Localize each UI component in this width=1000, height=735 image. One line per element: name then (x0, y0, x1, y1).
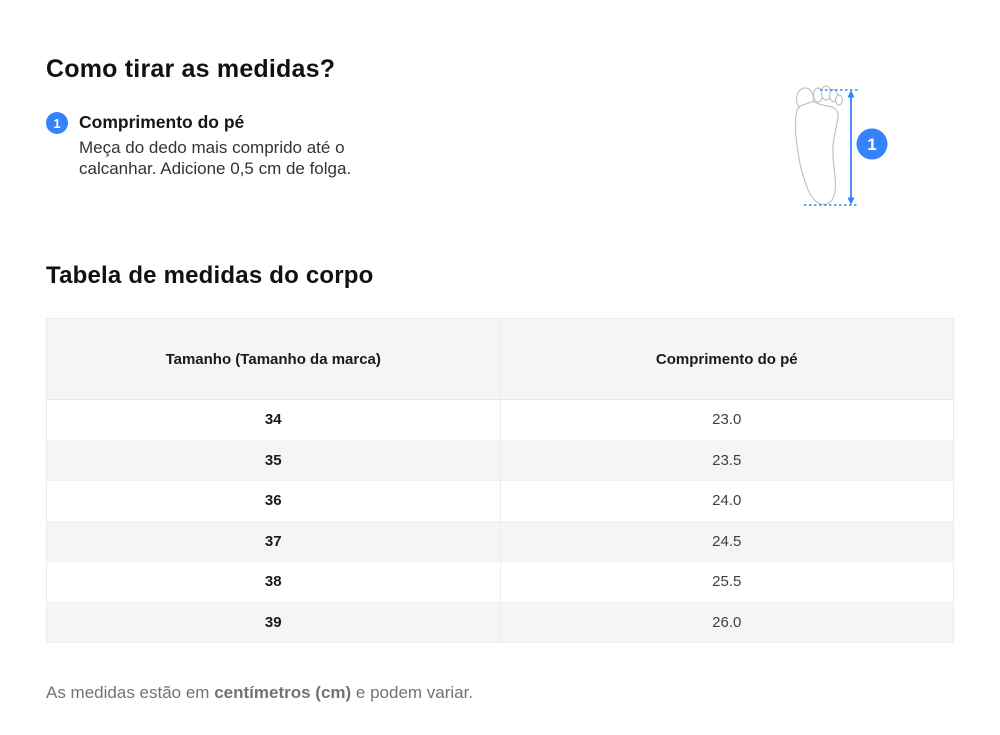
table-header-row: Tamanho (Tamanho da marca) Comprimento d… (46, 318, 954, 400)
measurement-instruction: 1 Comprimento do pé Meça do dedo mais co… (46, 111, 414, 179)
svg-text:1: 1 (867, 135, 876, 154)
size-cell: 37 (46, 521, 501, 562)
table-row: 36 24.0 (46, 480, 954, 522)
page-title: Como tirar as medidas? (46, 54, 336, 83)
size-cell: 35 (46, 440, 501, 481)
table-row: 34 23.0 (46, 399, 954, 441)
table-row: 38 25.5 (46, 561, 954, 603)
foot-length-cell: 23.5 (500, 440, 954, 481)
size-cell: 34 (46, 399, 501, 441)
header-size-column: Tamanho (Tamanho da marca) (46, 318, 501, 400)
foot-length-cell: 25.5 (500, 561, 954, 603)
foot-length-cell: 26.0 (500, 602, 954, 643)
measure-arrow (847, 90, 855, 205)
section-title: Tabela de medidas do corpo (46, 261, 374, 289)
table-row: 35 23.5 (46, 440, 954, 481)
foot-length-cell: 23.0 (500, 399, 954, 441)
foot-length-cell: 24.5 (500, 521, 954, 562)
table-body: 34 23.0 35 23.5 36 24.0 37 24.5 38 25.5 39 26.0 (46, 399, 954, 643)
header-foot-length-column: Comprimento do pé (500, 318, 954, 400)
footnote: As medidas estão em centímetros (cm) e p… (46, 681, 473, 705)
foot-illustration: 1 (794, 85, 888, 206)
measurement-description: Meça do dedo mais comprido até o calcanh… (79, 138, 352, 178)
size-cell: 36 (46, 480, 501, 522)
size-table-container: Tamanho (Tamanho da marca) Comprimento d… (46, 318, 954, 643)
footnote-unit: centímetros (cm) (214, 683, 352, 702)
table-row: 39 26.0 (46, 602, 954, 643)
size-cell: 38 (46, 561, 501, 603)
measurement-text: Comprimento do pé Meça do dedo mais comp… (79, 111, 414, 179)
size-cell: 39 (46, 602, 501, 643)
footnote-prefix: As medidas estão em (46, 683, 215, 702)
footnote-suffix: e podem variar. (351, 683, 474, 702)
foot-outline (794, 100, 839, 206)
table-row: 37 24.5 (46, 521, 954, 562)
step-number-badge: 1 (46, 112, 68, 134)
size-table: Tamanho (Tamanho da marca) Comprimento d… (46, 318, 954, 643)
measurement-label: Comprimento do pé (79, 112, 245, 132)
foot-length-cell: 24.0 (500, 480, 954, 522)
diagram-number-badge: 1 (856, 128, 888, 160)
